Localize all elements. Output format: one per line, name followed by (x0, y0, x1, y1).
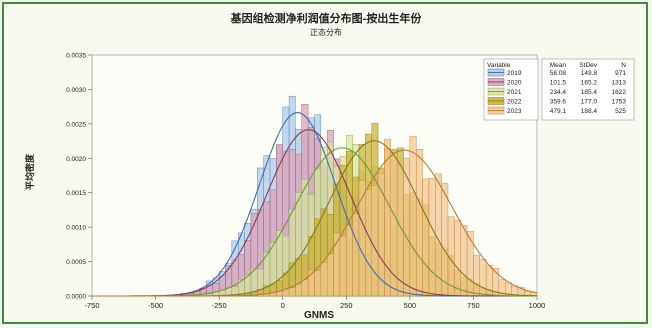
stats-stdev-2020: 165.2 (581, 80, 598, 87)
stats-n-2020: 1313 (612, 80, 627, 87)
legend-label-2021: 2021 (507, 89, 522, 96)
bar (479, 259, 487, 297)
bar (346, 225, 353, 297)
axes: -750 -500 -250 0 250 500 750 1000 0.0000 0.0005 0.… (66, 53, 545, 311)
stats-n-2023: 525 (615, 108, 626, 115)
bar (288, 287, 296, 297)
legend-label-2020: 2020 (507, 80, 522, 87)
x-tick-label: -500 (148, 301, 163, 310)
y-tick-label: 0.0025 (66, 121, 86, 128)
stats-header-n: N (621, 62, 626, 69)
y-tick-label: 0.0005 (66, 259, 86, 266)
x-tick-label: 750 (467, 301, 480, 310)
y-tick-label: 0.0010 (66, 225, 86, 232)
stats-stdev-2021: 185.4 (581, 89, 598, 96)
legend: Variable 2019 2020 2021 2022 2023 (483, 58, 539, 121)
stats-n-2022: 1753 (612, 99, 627, 106)
bar (416, 149, 423, 297)
stats-mean-2022: 359.6 (550, 99, 567, 106)
legend-label-2023: 2023 (507, 108, 522, 115)
y-tick-label: 0.0015 (66, 190, 86, 197)
stats-mean-2023: 479.1 (550, 108, 567, 115)
bar (466, 231, 474, 297)
bar (441, 183, 449, 297)
bar (365, 189, 372, 297)
bar (454, 219, 461, 297)
stats-stdev-2019: 149.8 (581, 70, 598, 77)
bar (403, 157, 411, 297)
fit-curve-2023 (92, 149, 538, 297)
bar (460, 225, 468, 297)
x-tick-label: -250 (212, 301, 227, 310)
bar (320, 262, 328, 297)
x-tick-label: -750 (84, 301, 99, 310)
stats-n-2019: 971 (615, 70, 626, 77)
y-tick-label: 0.0035 (66, 53, 86, 60)
stats-table: Mean StDev N 58.08 149.8 971 101.5 165.2 1313… (541, 58, 635, 121)
chart-subtitle: 正态分布 (310, 27, 342, 37)
bar (422, 178, 430, 297)
chart-title: 基因组检测净利润值分布图-按出生年份 (230, 11, 423, 25)
bar (473, 254, 480, 297)
legend-title: Variable (487, 62, 511, 69)
bar (428, 177, 436, 297)
stats-table-box (541, 58, 635, 121)
x-tick-label: 0 (281, 301, 285, 310)
bars-2023 (257, 135, 538, 297)
stats-stdev-2022: 177.0 (581, 99, 598, 106)
y-axis-label: 平均密度 (24, 153, 35, 190)
stats-n-2021: 1622 (612, 89, 627, 96)
legend-label-2019: 2019 (507, 70, 522, 77)
stats-mean-2021: 234.4 (550, 89, 567, 96)
stats-header-mean: Mean (550, 62, 567, 69)
bar (301, 279, 309, 297)
plot-area (91, 54, 538, 297)
bar (371, 185, 379, 297)
bar (384, 138, 391, 297)
x-tick-label: 1000 (529, 301, 546, 310)
y-tick-label: 0.0030 (66, 87, 86, 94)
bar (352, 213, 360, 297)
bar (295, 283, 302, 297)
stats-mean-2020: 101.5 (550, 80, 567, 87)
bar (339, 236, 347, 297)
stats-header-stdev: StDev (579, 62, 597, 69)
stats-mean-2019: 58.08 (550, 70, 567, 77)
x-axis-label: GNMS (304, 310, 334, 321)
y-tick-label: 0.0000 (66, 294, 86, 301)
bar (327, 253, 334, 297)
x-tick-label: 500 (404, 301, 417, 310)
legend-label-2022: 2022 (507, 99, 522, 106)
bar (409, 135, 417, 297)
stats-stdev-2023: 188.4 (581, 108, 598, 115)
bar (314, 270, 322, 297)
y-tick-label: 0.0020 (66, 156, 86, 163)
x-tick-label: 250 (340, 301, 353, 310)
